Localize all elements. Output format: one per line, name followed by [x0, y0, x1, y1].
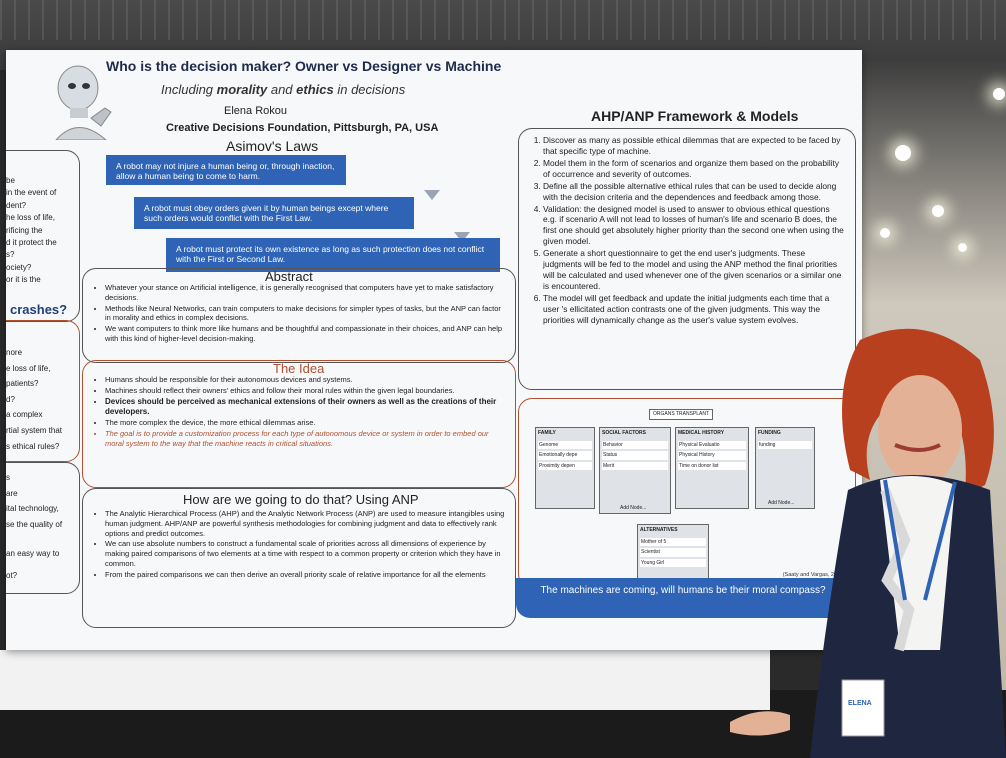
- abstract-item: We want computers to think more like hum…: [105, 324, 505, 344]
- conclusion-banner: The machines are coming, will humans be …: [516, 578, 850, 618]
- anp-step: Discover as many as possible ethical dil…: [543, 135, 845, 157]
- how-item: The Analytic Hierarchical Process (AHP) …: [105, 509, 505, 538]
- anp-step: Model them in the form of scenarios and …: [543, 158, 845, 180]
- how-item: We can use absolute numbers to construct…: [105, 539, 505, 568]
- ceiling-light: [958, 243, 967, 252]
- ceiling-light: [993, 88, 1005, 100]
- anp-step: The model will get feedback and update t…: [543, 293, 845, 326]
- poster-organization: Creative Decisions Foundation, Pittsburg…: [166, 122, 439, 134]
- diagram-goal-node: ORGANS TRANSPLANT: [649, 409, 714, 420]
- research-poster: Who is the decision maker? Owner vs Desi…: [6, 50, 862, 650]
- poster-subtitle: Including morality and ethics in decisio…: [161, 82, 406, 97]
- ceiling-light: [932, 205, 944, 217]
- abstract-title: Abstract: [265, 269, 313, 284]
- arrow-icon: [424, 190, 440, 200]
- anp-step: Define all the possible alternative ethi…: [543, 181, 845, 203]
- anp-step: Generate a short questionnaire to get th…: [543, 248, 845, 292]
- robot-head-icon: [55, 65, 112, 140]
- anp-step: Validation: the designed model is used t…: [543, 204, 845, 248]
- asimov-title: Asimov's Laws: [226, 138, 319, 154]
- presenter-person: [730, 328, 1006, 758]
- poster-stand: [0, 650, 770, 710]
- name-badge: [841, 679, 885, 737]
- abstract-item: Whatever your stance on Artificial intel…: [105, 283, 505, 303]
- left-text-fragments: s are ital technology, se the quality of an …: [6, 473, 63, 580]
- cluster-family: FAMILY Genome Emotionally depe Proximity…: [535, 427, 595, 509]
- law-1: A robot may not injure a human being or,…: [106, 155, 346, 185]
- idea-item: Humans should be responsible for their a…: [105, 375, 505, 385]
- abstract-panel: Abstract Whatever your stance on Artific…: [82, 268, 516, 363]
- left-panel: [6, 150, 80, 322]
- idea-item: Machines should reflect their owners' et…: [105, 386, 505, 396]
- abstract-item: Methods like Neural Networks, can train …: [105, 304, 505, 324]
- cluster-medical-history: MEDICAL HISTORY Physical Evaluatio Physi…: [675, 427, 749, 509]
- cluster-alternatives: ALTERNATIVES Mother of 5 Scientist Young…: [637, 524, 709, 581]
- anp-title: AHP/ANP Framework & Models: [591, 108, 799, 124]
- left-text-fragments: nore e loss of life, patients? d? a complex r…: [6, 348, 63, 451]
- idea-item: The goal is to provide a customization p…: [105, 429, 505, 449]
- cluster-social-factors: SOCIAL FACTORS Behavior Status Merit Add…: [599, 427, 671, 514]
- poster-author: Elena Rokou: [224, 105, 287, 117]
- anp-steps-panel: Discover as many as possible ethical dil…: [518, 128, 856, 390]
- how-panel: How are we going to do that? Using ANP T…: [82, 488, 516, 628]
- law-2: A robot must obey orders given it by hum…: [134, 197, 414, 229]
- ceiling-light: [880, 228, 890, 238]
- idea-item: The more complex the device, the more et…: [105, 418, 505, 428]
- ceiling-light: [895, 145, 911, 161]
- how-item: From the paired comparisons we can then …: [105, 570, 505, 580]
- ceiling-truss: [0, 0, 1006, 40]
- poster-title: Who is the decision maker? Owner vs Desi…: [106, 58, 502, 74]
- law-3: A robot must protect its own existence a…: [166, 238, 500, 272]
- idea-panel: The Idea Humans should be responsible fo…: [82, 360, 516, 488]
- left-text-fragments: be in the event of dent? he loss of life, ri…: [6, 176, 57, 285]
- badge-name: ELENA: [848, 700, 872, 707]
- idea-title: The Idea: [273, 361, 325, 376]
- idea-item: Devices should be perceived as mechanica…: [105, 397, 505, 418]
- left-panel: [6, 320, 80, 462]
- cluster-funding: FUNDING funding Add Node...: [755, 427, 815, 509]
- left-heading: crashes?: [10, 302, 68, 317]
- how-title: How are we going to do that? Using ANP: [183, 492, 419, 507]
- arrow-icon: [454, 232, 470, 242]
- diagram-citation: (Saaty and Vargas, 2012): [782, 571, 845, 578]
- left-panel: [6, 462, 80, 594]
